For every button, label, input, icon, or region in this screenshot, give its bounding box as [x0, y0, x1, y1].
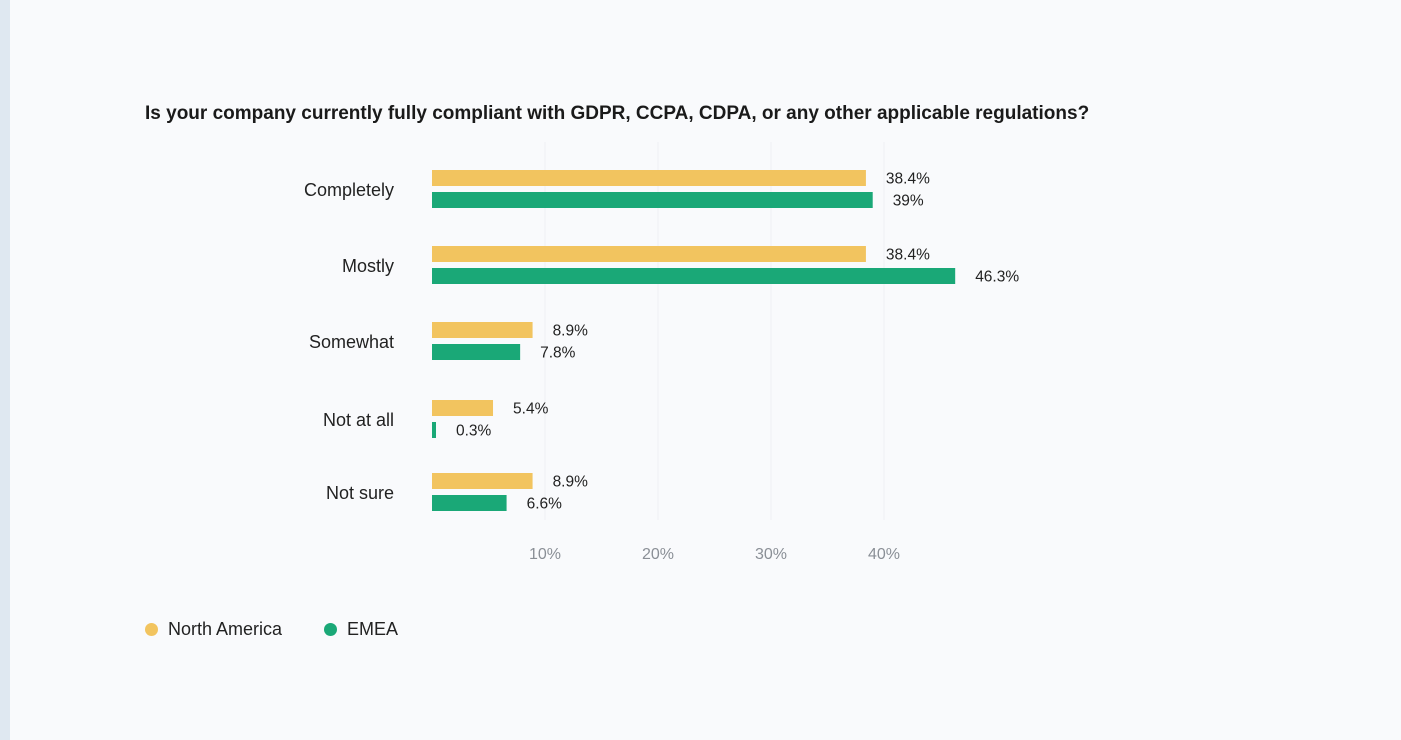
bar-emea[interactable]: [432, 268, 956, 284]
data-label: 39%: [893, 193, 924, 210]
data-label: 46.3%: [975, 269, 1019, 286]
legend-label-emea: EMEA: [347, 619, 399, 639]
left-border-strip: [0, 0, 10, 740]
chart-legend: North America EMEA: [145, 619, 440, 640]
bar-emea[interactable]: [432, 344, 521, 360]
category-label: Mostly: [342, 256, 394, 276]
chart-title: Is your company currently fully complian…: [145, 103, 1090, 124]
x-tick-label: 10%: [529, 546, 561, 563]
category-label: Somewhat: [309, 332, 394, 352]
data-label: 6.6%: [527, 496, 563, 513]
category-label: Not at all: [323, 410, 394, 430]
category-label: Not sure: [326, 483, 394, 503]
data-label: 38.4%: [886, 247, 930, 264]
bar-north-america[interactable]: [432, 322, 533, 338]
legend-dot-north-america: [145, 623, 158, 636]
bar-north-america[interactable]: [432, 170, 866, 186]
bar-emea[interactable]: [432, 495, 507, 511]
data-label: 5.4%: [513, 401, 549, 418]
x-tick-label: 40%: [868, 546, 900, 563]
data-label: 8.9%: [553, 474, 589, 491]
bar-chart: 10% 20% 30% 40% Completely Mostly Somewhat Not …: [304, 142, 1019, 563]
bar-north-america[interactable]: [432, 473, 533, 489]
legend-dot-emea: [324, 623, 338, 636]
data-label: 0.3%: [456, 423, 492, 440]
x-tick-label: 30%: [755, 546, 787, 563]
x-tick-label: 20%: [642, 546, 674, 563]
legend-item-emea[interactable]: EMEA: [324, 619, 398, 640]
bar-north-america[interactable]: [432, 246, 866, 262]
legend-label-north-america: North America: [168, 619, 283, 639]
legend-item-north-america[interactable]: North America: [145, 619, 282, 640]
data-label: 38.4%: [886, 171, 930, 188]
bar-emea[interactable]: [432, 422, 436, 438]
bar-north-america[interactable]: [432, 400, 494, 416]
data-label: 8.9%: [553, 323, 589, 340]
category-label: Completely: [304, 180, 394, 200]
data-label: 7.8%: [540, 345, 576, 362]
bar-emea[interactable]: [432, 192, 873, 208]
